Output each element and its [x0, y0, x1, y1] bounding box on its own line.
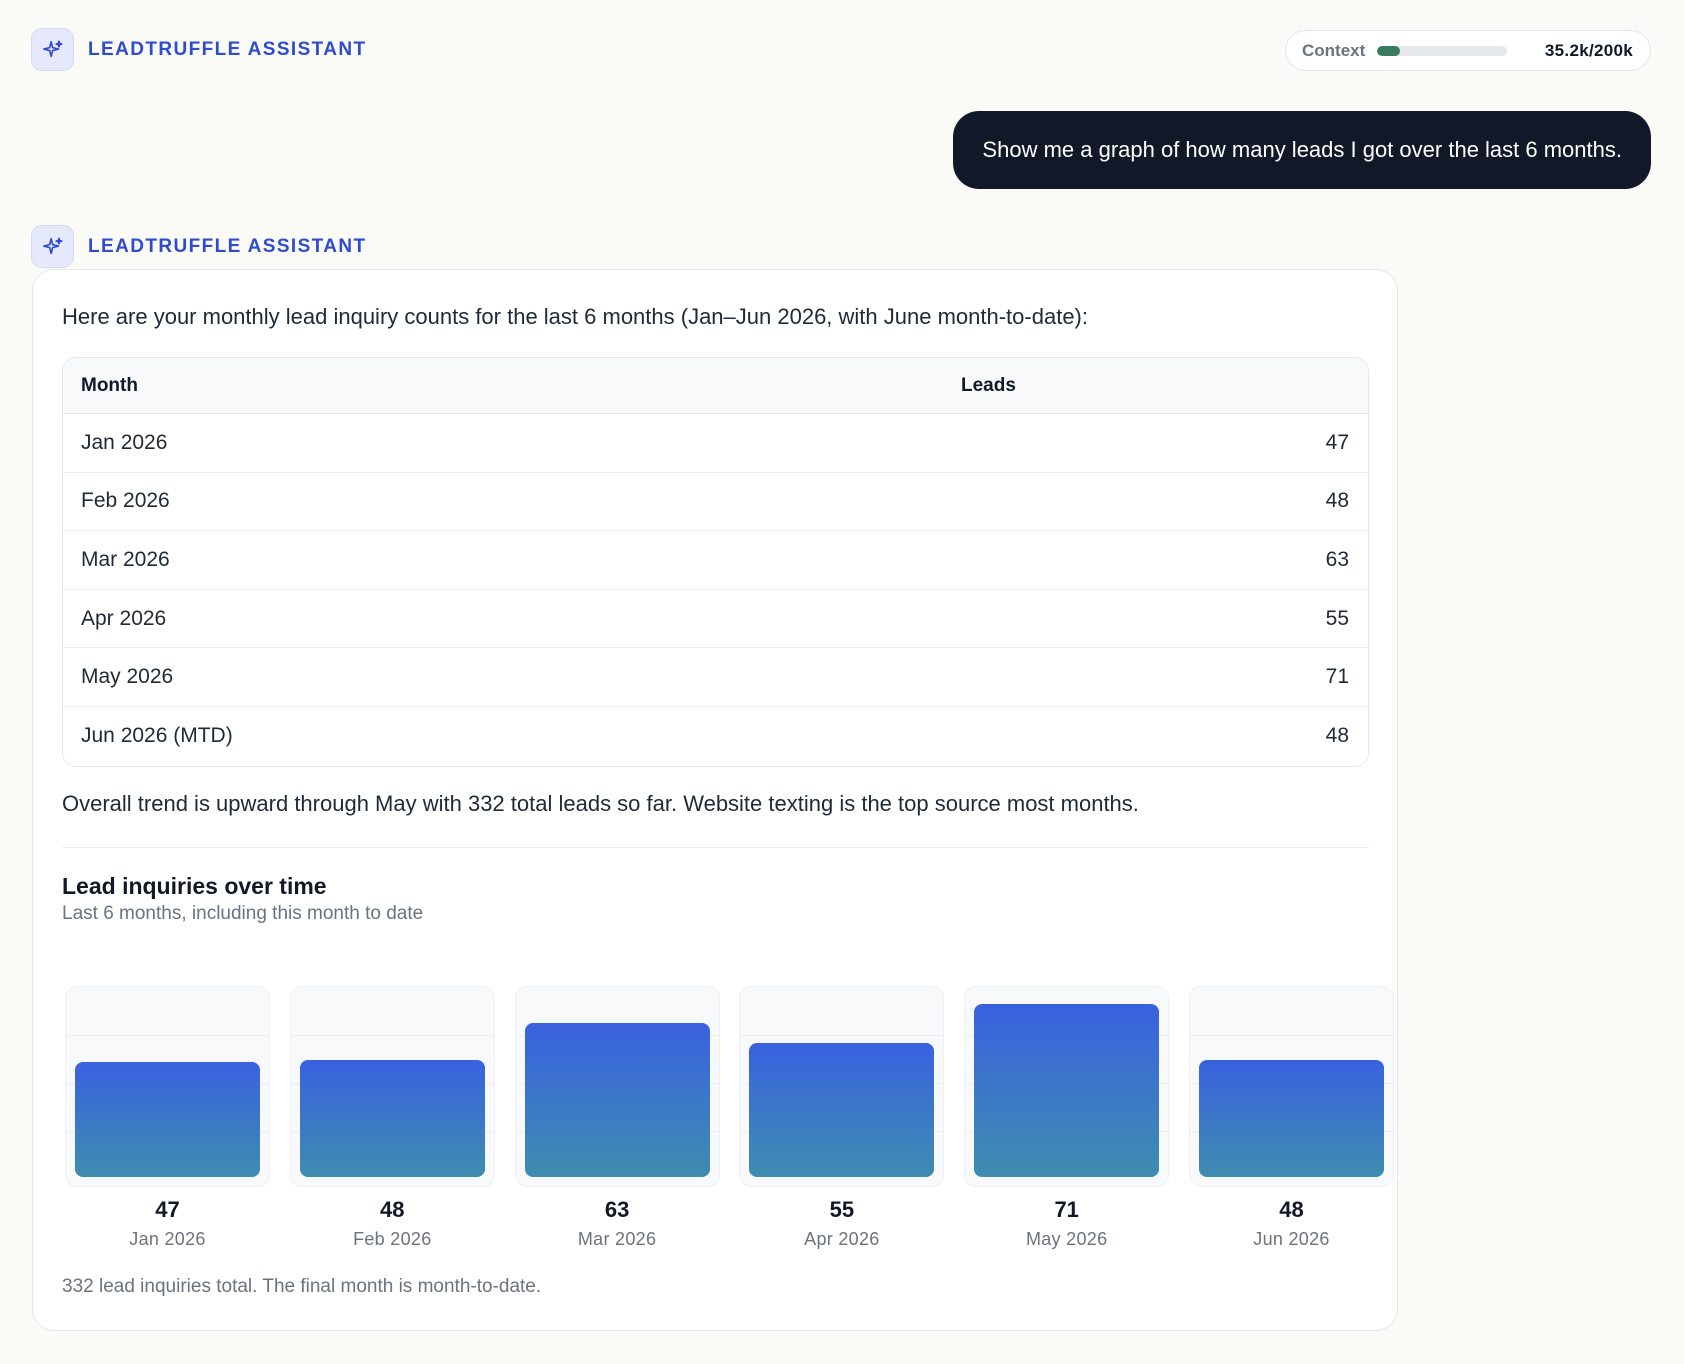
- column-header-month: Month: [81, 374, 138, 396]
- month-cell: Jun 2026 (MTD): [81, 724, 233, 748]
- bar-background: [739, 986, 945, 1187]
- gridline: [1190, 1035, 1393, 1036]
- bar-category-label: Apr 2026: [804, 1229, 880, 1249]
- column-header-leads: Leads: [961, 374, 1016, 396]
- sparkle-icon: [31, 225, 74, 268]
- bar-value-label: 47: [155, 1197, 180, 1222]
- chart-footnote: 332 lead inquiries total. The final mont…: [62, 1276, 542, 1297]
- gridline: [740, 1035, 944, 1036]
- user-message-bubble: Show me a graph of how many leads I got …: [953, 111, 1651, 189]
- bar-value-label: 55: [829, 1197, 855, 1222]
- bar-background: [65, 986, 270, 1187]
- context-usage-indicator: Context 35.2k/200k: [1285, 30, 1651, 71]
- bar-background: [1189, 986, 1394, 1187]
- month-cell: May 2026: [81, 665, 174, 689]
- bar: [749, 1042, 935, 1177]
- response-intro: Here are your monthly lead inquiry count…: [62, 304, 1088, 329]
- leads-cell: 48: [1325, 489, 1349, 513]
- assistant-response-card: Here are your monthly lead inquiry count…: [32, 269, 1398, 1331]
- chart-title: Lead inquiries over time: [62, 873, 327, 899]
- month-cell: Apr 2026: [81, 606, 167, 630]
- leads-table: Month Leads Jan 2026 47 Feb 2026 48 Mar …: [62, 357, 1369, 767]
- table-row: Apr 2026 55: [63, 590, 1368, 649]
- leads-cell: 71: [1325, 665, 1349, 689]
- bar-value-label: 71: [1054, 1197, 1079, 1222]
- assistant-name: LEADTRUFFLE ASSISTANT: [88, 235, 367, 257]
- context-progress-bar: [1377, 45, 1508, 56]
- table-row: Feb 2026 48: [63, 473, 1368, 532]
- leads-cell: 63: [1325, 547, 1349, 571]
- bar: [75, 1062, 260, 1177]
- bar-category-label: May 2026: [1025, 1229, 1108, 1249]
- context-progress-fill: [1377, 45, 1401, 56]
- assistant-header: LEADTRUFFLE ASSISTANT: [31, 28, 367, 71]
- table-header: Month Leads: [63, 358, 1368, 414]
- bar-background: [289, 986, 495, 1187]
- user-message-text: Show me a graph of how many leads I got …: [982, 137, 1622, 162]
- bar-category-label: Mar 2026: [577, 1229, 657, 1249]
- sparkle-icon: [31, 28, 74, 71]
- month-cell: Mar 2026: [81, 547, 170, 571]
- bar-category-label: Jun 2026: [1253, 1229, 1330, 1249]
- bar-category-label: Jan 2026: [129, 1229, 206, 1249]
- bar-value-label: 63: [604, 1197, 630, 1222]
- month-cell: Feb 2026: [81, 489, 170, 513]
- gridline: [66, 1035, 269, 1036]
- assistant-name: LEADTRUFFLE ASSISTANT: [88, 38, 367, 60]
- bar-value-label: 48: [1279, 1197, 1304, 1222]
- divider: [62, 847, 1369, 848]
- table-row: Mar 2026 63: [63, 531, 1368, 590]
- chart-subtitle: Last 6 months, including this month to d…: [62, 903, 424, 924]
- bar: [1199, 1059, 1384, 1177]
- bar: [974, 1003, 1160, 1177]
- assistant-response-header: LEADTRUFFLE ASSISTANT: [31, 225, 367, 268]
- table-row: Jun 2026 (MTD) 48: [63, 707, 1368, 766]
- bar-category-label: Feb 2026: [353, 1229, 432, 1249]
- bar: [299, 1059, 485, 1177]
- gridline: [290, 1035, 494, 1036]
- context-label: Context: [1302, 40, 1366, 60]
- leads-cell: 48: [1325, 724, 1349, 748]
- bar-value-label: 48: [380, 1197, 405, 1222]
- bar-background: [964, 986, 1170, 1187]
- response-summary: Overall trend is upward through May with…: [62, 791, 1139, 816]
- bar: [524, 1023, 710, 1177]
- leads-cell: 47: [1325, 430, 1349, 454]
- bar-chart: 47 Jan 2026 48 Feb 2026 63 Mar 2026 55 Apr 2026…: [65, 986, 1394, 1286]
- bar-background: [514, 986, 720, 1187]
- table-row: Jan 2026 47: [63, 414, 1368, 473]
- table-row: May 2026 71: [63, 648, 1368, 707]
- context-value: 35.2k/200k: [1544, 40, 1633, 60]
- leads-cell: 55: [1325, 606, 1349, 630]
- month-cell: Jan 2026: [81, 430, 168, 454]
